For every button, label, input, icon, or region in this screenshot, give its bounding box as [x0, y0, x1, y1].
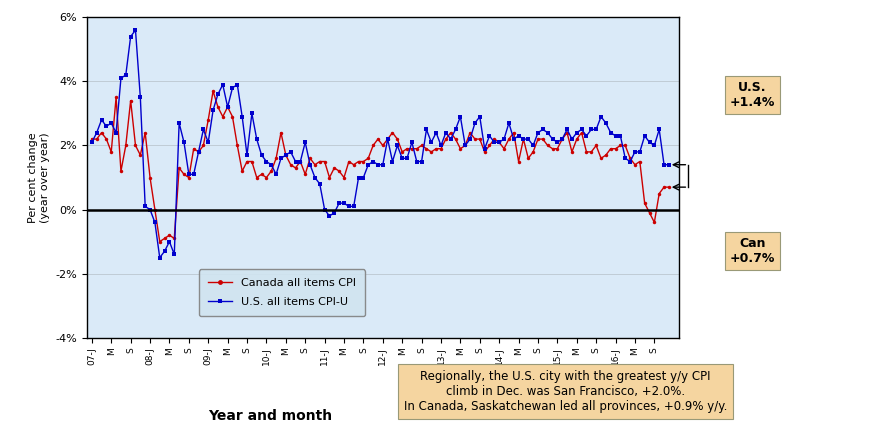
U.S. all items CPI-U	[130, 28, 141, 33]
Canada all items CPI	[155, 239, 165, 244]
U.S. all items CPI-U	[87, 140, 97, 145]
Canada all items CPI	[416, 143, 427, 148]
Text: U.S.
+1.4%: U.S. +1.4%	[729, 81, 774, 109]
U.S. all items CPI-U	[494, 140, 504, 145]
Canada all items CPI	[87, 136, 97, 142]
Line: Canada all items CPI: Canada all items CPI	[90, 89, 670, 243]
Text: Can
+0.7%: Can +0.7%	[729, 237, 774, 265]
U.S. all items CPI-U	[653, 127, 664, 132]
U.S. all items CPI-U	[416, 159, 427, 164]
Canada all items CPI	[217, 114, 228, 119]
Canada all items CPI	[663, 184, 673, 190]
Line: U.S. all items CPI-U: U.S. all items CPI-U	[90, 29, 670, 259]
U.S. all items CPI-U	[217, 82, 228, 87]
Y-axis label: Per cent change
(year over year): Per cent change (year over year)	[29, 132, 50, 223]
U.S. all items CPI-U	[552, 140, 562, 145]
Canada all items CPI	[552, 146, 562, 151]
U.S. all items CPI-U	[155, 255, 165, 260]
Canada all items CPI	[494, 140, 504, 145]
Text: Year and month: Year and month	[208, 409, 331, 423]
Text: Regionally, the U.S. city with the greatest y/y CPI
climb in Dec. was San Franci: Regionally, the U.S. city with the great…	[403, 370, 726, 414]
Legend: Canada all items CPI, U.S. all items CPI-U: Canada all items CPI, U.S. all items CPI…	[199, 269, 365, 316]
U.S. all items CPI-U	[663, 162, 673, 167]
Canada all items CPI	[208, 88, 218, 94]
U.S. all items CPI-U	[251, 136, 262, 142]
Canada all items CPI	[653, 191, 664, 196]
Canada all items CPI	[251, 175, 262, 180]
